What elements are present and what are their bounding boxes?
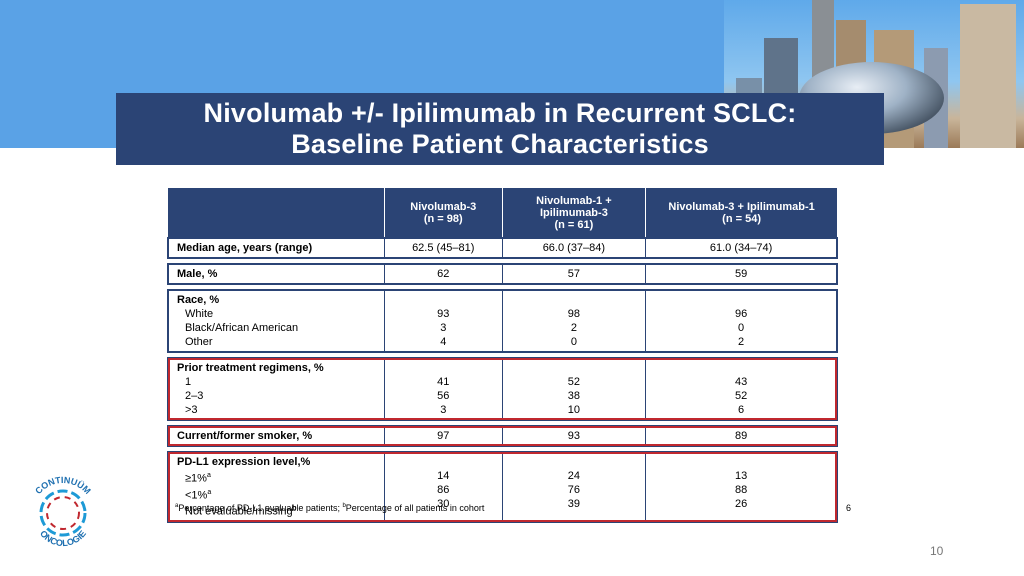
cell-value: 52 38 10 (501, 358, 646, 420)
title-line-2: Baseline Patient Characteristics (291, 129, 709, 159)
table-row-smoker: Current/former smoker, % 97 93 89 (167, 426, 837, 446)
cell-value: 66.0 (37–84) (501, 238, 646, 258)
table-row-prior-treatment: Prior treatment regimens, % 1 2–3 >3 41 5… (167, 358, 837, 420)
header-nivo1-ipi3: Nivolumab-1 + Ipilimumab-3 (n = 61) (501, 188, 646, 238)
cell-value: 97 (383, 426, 503, 446)
row-label: Median age, years (range) (167, 238, 385, 258)
header-empty (168, 188, 385, 238)
table-row-male: Male, % 62 57 59 (167, 264, 837, 284)
row-label: Current/former smoker, % (167, 426, 385, 446)
cell-value: 93 3 4 (383, 290, 503, 352)
cell-value: 59 (645, 264, 837, 284)
slide-title: Nivolumab +/- Ipilimumab in Recurrent SC… (116, 93, 884, 165)
continuum-oncologie-logo: CONTINUÜM ONCOLOGIE (33, 475, 92, 548)
cell-value: 93 (501, 426, 646, 446)
cell-value: 41 56 3 (383, 358, 503, 420)
baseline-characteristics-table: Nivolumab-3 (n = 98) Nivolumab-1 + Ipilimu… (167, 188, 838, 523)
cell-value: 62.5 (45–81) (383, 238, 503, 258)
page-number: 10 (930, 544, 944, 558)
reference-number: 6 (846, 503, 852, 513)
cell-value: 24 76 39 (501, 452, 646, 522)
cell-value: 61.0 (34–74) (645, 238, 837, 258)
svg-text:CONTINUÜM: CONTINUÜM (33, 475, 92, 496)
cell-value: 62 (383, 264, 503, 284)
cell-value: 57 (501, 264, 646, 284)
table-row-pdl1: PD-L1 expression level,% ≥1%a <1%a Not e… (167, 452, 837, 522)
table-row-median-age: Median age, years (range) 62.5 (45–81) 6… (167, 238, 837, 258)
svg-text:ONCOLOGIE: ONCOLOGIE (38, 528, 88, 548)
title-line-1: Nivolumab +/- Ipilimumab in Recurrent SC… (203, 98, 797, 128)
header-nivo3: Nivolumab-3 (n = 98) (383, 188, 503, 238)
cell-value: 96 0 2 (645, 290, 837, 352)
cell-value: 13 88 26 (645, 452, 837, 522)
row-label: PD-L1 expression level,% ≥1%a <1%a Not e… (167, 452, 385, 522)
table-row-race: Race, % White Black/African American Oth… (167, 290, 837, 352)
row-label: Prior treatment regimens, % 1 2–3 >3 (167, 358, 385, 420)
table-footnote: aPercentage of PD-L1 evaluable patients;… (175, 503, 485, 513)
row-label: Male, % (167, 264, 385, 284)
cell-value: 89 (645, 426, 837, 446)
row-label: Race, % White Black/African American Oth… (167, 290, 385, 352)
header-nivo3-ipi1: Nivolumab-3 + Ipilimumab-1 (n = 54) (645, 188, 837, 238)
cell-value: 43 52 6 (645, 358, 837, 420)
table-header-row: Nivolumab-3 (n = 98) Nivolumab-1 + Ipilimu… (168, 188, 837, 238)
cell-value: 98 2 0 (501, 290, 646, 352)
cell-value: 14 86 30 (383, 452, 503, 522)
